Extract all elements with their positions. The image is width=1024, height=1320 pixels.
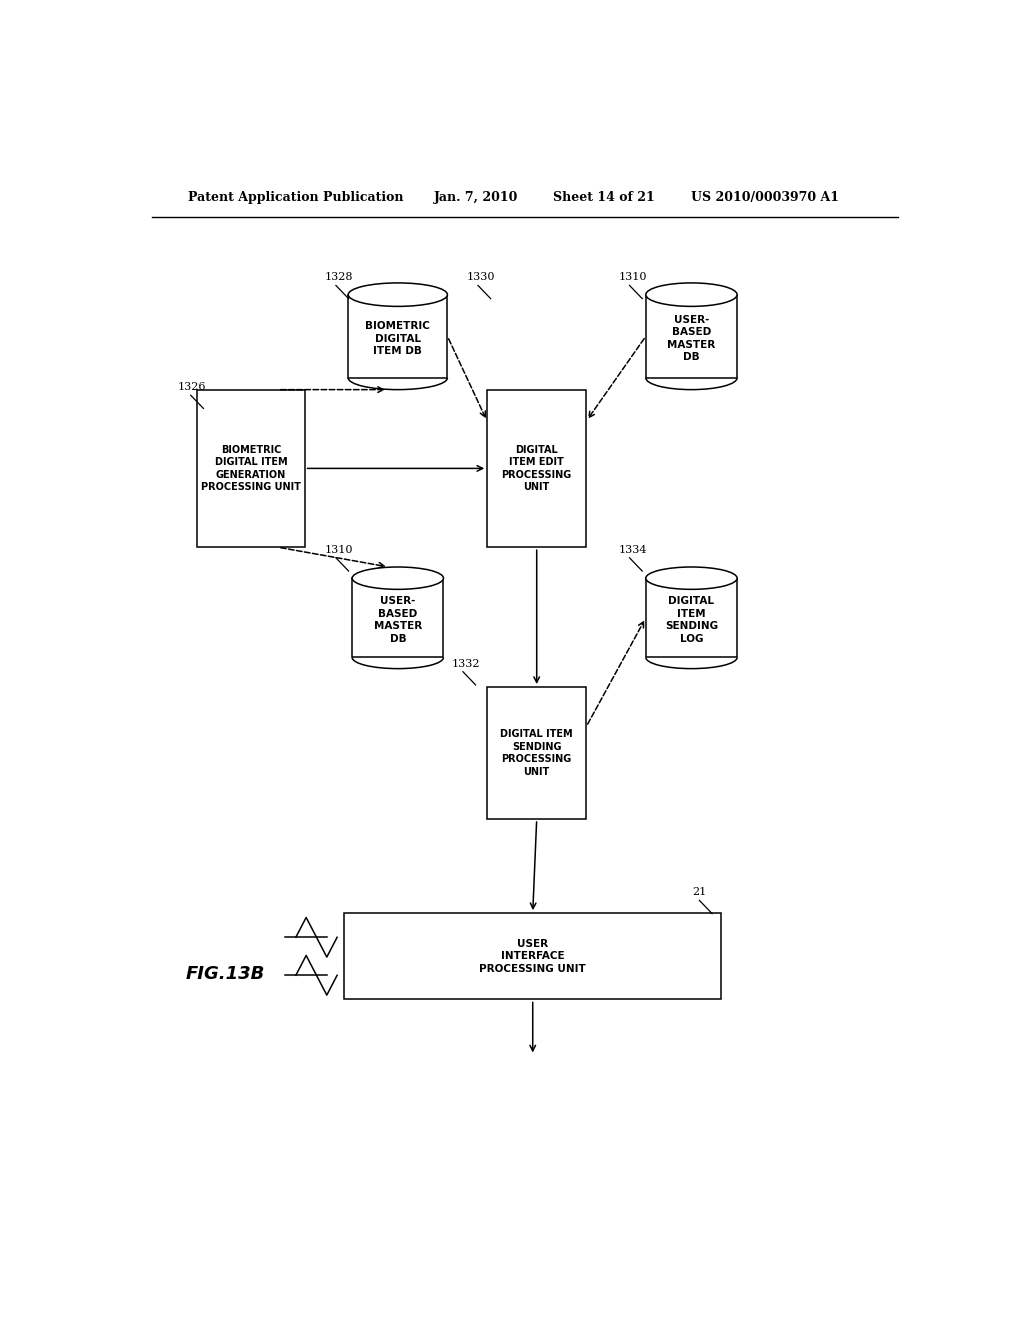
Ellipse shape [646, 568, 737, 589]
Text: BIOMETRIC
DIGITAL
ITEM DB: BIOMETRIC DIGITAL ITEM DB [366, 321, 430, 356]
Bar [352, 578, 443, 657]
Text: 21: 21 [692, 887, 707, 898]
Text: DIGITAL
ITEM EDIT
PROCESSING
UNIT: DIGITAL ITEM EDIT PROCESSING UNIT [502, 445, 571, 492]
Bar [646, 294, 737, 378]
Text: 1326: 1326 [178, 383, 207, 392]
Ellipse shape [352, 568, 443, 589]
Text: USER
INTERFACE
PROCESSING UNIT: USER INTERFACE PROCESSING UNIT [479, 939, 586, 974]
Bar [344, 913, 721, 999]
Text: 1330: 1330 [467, 272, 496, 282]
Text: US 2010/0003970 A1: US 2010/0003970 A1 [691, 190, 840, 203]
Text: Patent Application Publication: Patent Application Publication [187, 190, 403, 203]
Bar [198, 389, 304, 548]
Text: FIG.13B: FIG.13B [185, 965, 264, 982]
Text: Jan. 7, 2010: Jan. 7, 2010 [433, 190, 518, 203]
Text: 1332: 1332 [452, 659, 480, 669]
Bar [348, 294, 447, 378]
Ellipse shape [348, 282, 447, 306]
Bar [646, 578, 737, 657]
Text: USER-
BASED
MASTER
DB: USER- BASED MASTER DB [374, 597, 422, 644]
Ellipse shape [646, 282, 737, 306]
Text: 1328: 1328 [325, 272, 353, 282]
Text: 1310: 1310 [618, 272, 647, 282]
Text: 1334: 1334 [618, 545, 647, 554]
Text: Sheet 14 of 21: Sheet 14 of 21 [553, 190, 654, 203]
Text: DIGITAL ITEM
SENDING
PROCESSING
UNIT: DIGITAL ITEM SENDING PROCESSING UNIT [501, 730, 573, 776]
Bar [487, 389, 587, 548]
Bar [487, 686, 587, 818]
Text: DIGITAL
ITEM
SENDING
LOG: DIGITAL ITEM SENDING LOG [665, 597, 718, 644]
Text: BIOMETRIC
DIGITAL ITEM
GENERATION
PROCESSING UNIT: BIOMETRIC DIGITAL ITEM GENERATION PROCES… [201, 445, 301, 492]
Text: 1310: 1310 [325, 545, 353, 554]
Text: USER-
BASED
MASTER
DB: USER- BASED MASTER DB [668, 315, 716, 362]
